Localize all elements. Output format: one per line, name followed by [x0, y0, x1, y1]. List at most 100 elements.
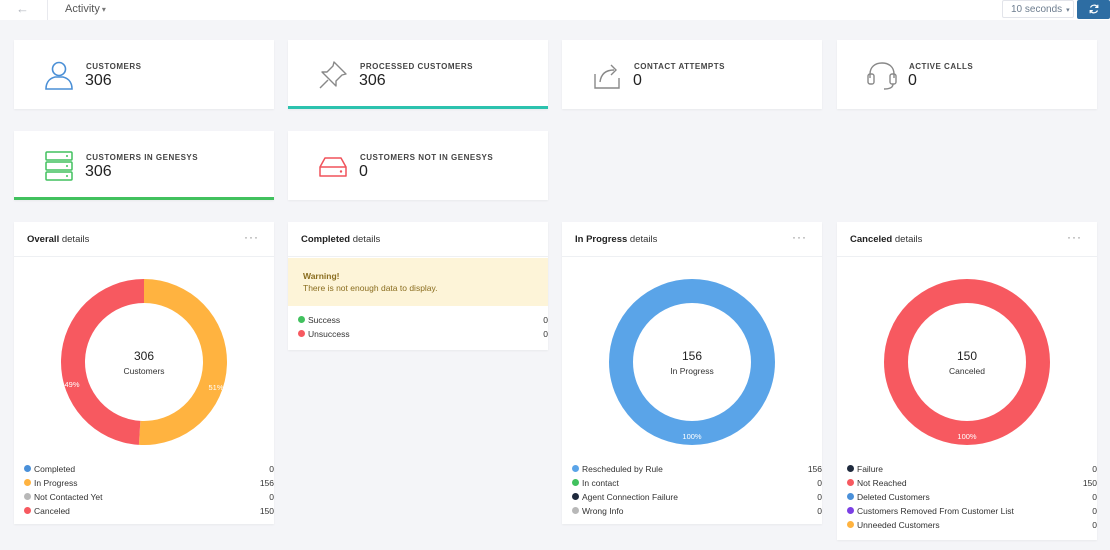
stat-card-processed-customers[interactable]: PROCESSED CUSTOMERS 306 — [288, 40, 548, 109]
legend-value: 0 — [269, 492, 274, 502]
legend-item[interactable]: Deleted Customers 0 — [847, 491, 1097, 505]
caret-down-icon: ▾ — [1064, 7, 1070, 14]
refresh-icon — [1089, 4, 1098, 14]
share-icon — [594, 64, 620, 89]
stat-card-customers-not-in-genesys[interactable]: CUSTOMERS NOT IN GENESYS 0 — [288, 131, 548, 200]
center-label: Customers — [123, 366, 164, 376]
legend-dot — [298, 316, 305, 323]
panel-title-rest: details — [350, 234, 381, 245]
stat-value: 0 — [359, 163, 368, 180]
refresh-button[interactable] — [1077, 0, 1110, 19]
canceled-donut-chart: 150 Canceled 100% — [884, 279, 1050, 445]
canceled-details-panel: Canceled details ··· 150 Canceled 100% F… — [837, 222, 1097, 540]
warning-alert: Warning! There is not enough data to dis… — [288, 258, 548, 306]
warning-title: Warning! — [303, 271, 340, 281]
legend-value: 0 — [269, 464, 274, 474]
overall-legend: Completed 0 In Progress 156 Not Contacted … — [24, 463, 274, 519]
legend-label: Customers Removed From Customer List — [857, 506, 1014, 516]
server-icon — [45, 151, 73, 181]
donut-slice-canceled — [61, 279, 145, 445]
legend-value: 0 — [1092, 464, 1097, 474]
legend-label: Unsuccess — [308, 329, 350, 339]
legend-label: Rescheduled by Rule — [582, 464, 663, 474]
legend-value: 0 — [817, 506, 822, 516]
legend-label: Wrong Info — [582, 506, 624, 516]
legend-item[interactable]: Completed 0 — [24, 463, 274, 477]
canceled-legend: Failure 0 Not Reached 150 Deleted Customer… — [847, 463, 1097, 533]
center-value: 306 — [134, 349, 154, 363]
legend-item[interactable]: Rescheduled by Rule 156 — [572, 463, 822, 477]
legend-label: Not Reached — [857, 478, 907, 488]
legend-label: Canceled — [34, 506, 70, 516]
legend-item[interactable]: Agent Connection Failure 0 — [572, 491, 822, 505]
legend-label: Completed — [34, 464, 76, 474]
legend-dot — [847, 507, 854, 514]
stat-card-customers[interactable]: CUSTOMERS 306 — [14, 40, 274, 109]
activity-label: Activity — [65, 3, 100, 15]
slice-label: 100% — [682, 432, 702, 441]
legend-dot — [572, 507, 579, 514]
legend-label: In contact — [582, 478, 619, 488]
headset-icon — [867, 62, 897, 90]
legend-value: 0 — [1092, 506, 1097, 516]
legend-dot — [847, 479, 854, 486]
panel-title-rest: details — [59, 234, 90, 245]
interval-label: 10 seconds — [1011, 4, 1063, 15]
panel-title-bold: In Progress — [575, 234, 628, 245]
stat-value: 0 — [908, 72, 917, 89]
legend-dot — [298, 330, 305, 337]
legend-item[interactable]: Failure 0 — [847, 463, 1097, 477]
more-options-icon[interactable]: ··· — [244, 230, 259, 244]
panel-title-bold: Canceled — [850, 234, 893, 245]
legend-value: 0 — [817, 478, 822, 488]
legend-item[interactable]: Wrong Info 0 — [572, 505, 822, 519]
center-label: In Progress — [670, 366, 713, 376]
legend-dot — [24, 493, 31, 500]
legend-item[interactable]: Canceled 150 — [24, 505, 274, 519]
legend-item[interactable]: In contact 0 — [572, 477, 822, 491]
donut-slice-in-progress — [138, 279, 227, 445]
stat-card-active-calls[interactable]: ACTIVE CALLS 0 — [837, 40, 1097, 109]
arrow-left-icon[interactable]: ← — [16, 1, 29, 16]
legend-value: 0 — [543, 329, 548, 339]
stat-card-contact-attempts[interactable]: CONTACT ATTEMPTS 0 — [562, 40, 822, 109]
legend-value: 150 — [259, 506, 274, 516]
legend-dot — [847, 493, 854, 500]
stat-card-customers-in-genesys[interactable]: CUSTOMERS IN GENESYS 306 — [14, 131, 274, 200]
legend-item[interactable]: Customers Removed From Customer List 0 — [847, 505, 1097, 519]
slice-label-in-progress: 51% — [208, 383, 223, 392]
legend-item[interactable]: Success 0 — [298, 314, 548, 328]
center-value: 150 — [957, 349, 977, 363]
legend-item[interactable]: Unneeded Customers 0 — [847, 519, 1097, 533]
stat-label: PROCESSED CUSTOMERS — [360, 62, 473, 71]
center-value: 156 — [682, 349, 702, 363]
drive-icon — [319, 157, 347, 177]
legend-dot — [24, 479, 31, 486]
more-options-icon[interactable]: ··· — [1067, 230, 1082, 244]
pin-icon — [319, 61, 347, 89]
completed-details-panel: Completed details Warning! There is not … — [288, 222, 548, 350]
legend-item[interactable]: Not Contacted Yet 0 — [24, 491, 274, 505]
legend-value: 156 — [807, 464, 822, 474]
legend-item[interactable]: Not Reached 150 — [847, 477, 1097, 491]
legend-value: 150 — [1082, 478, 1097, 488]
panel-title-bold: Completed — [301, 234, 351, 245]
activity-dropdown[interactable]: Activity ▾ — [65, 3, 106, 15]
legend-dot — [847, 465, 854, 472]
stat-value: 306 — [359, 72, 386, 89]
slice-label-canceled: 49% — [64, 380, 79, 389]
panel-title-rest: details — [627, 234, 658, 245]
legend-item[interactable]: Unsuccess 0 — [298, 328, 548, 342]
more-options-icon[interactable]: ··· — [792, 230, 807, 244]
stat-value: 306 — [85, 72, 112, 89]
legend-label: Deleted Customers — [857, 492, 930, 502]
stat-value: 0 — [633, 72, 642, 89]
panel-title: Completed details — [288, 222, 548, 257]
legend-dot — [572, 479, 579, 486]
legend-value: 156 — [259, 478, 274, 488]
overall-details-panel: Overall details ··· 306 Customers 51% 49… — [14, 222, 274, 524]
completed-legend: Success 0 Unsuccess 0 — [298, 314, 548, 342]
refresh-interval-dropdown[interactable]: 10 seconds ▾ — [1002, 0, 1074, 18]
legend-item[interactable]: In Progress 156 — [24, 477, 274, 491]
panel-title: Overall details — [14, 222, 274, 257]
